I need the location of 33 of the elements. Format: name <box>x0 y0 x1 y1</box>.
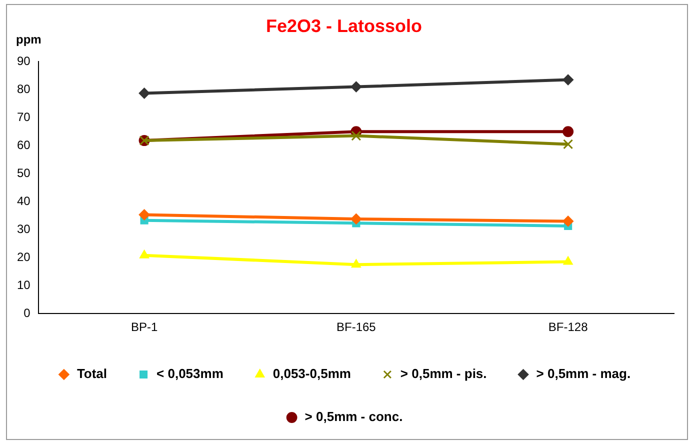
y-tick-label: 30 <box>16 222 31 236</box>
point <box>351 259 362 268</box>
point <box>139 250 150 258</box>
legend-label: > 0,5mm - pis. <box>400 366 487 382</box>
point <box>351 130 362 141</box>
y-tick-label: 10 <box>16 278 31 292</box>
y-tick-label: 0 <box>24 306 31 320</box>
y-tick-label: 20 <box>16 250 31 264</box>
legend-label: < 0,053mm <box>156 366 224 382</box>
y-tick-label: 70 <box>16 110 31 124</box>
y-tick-label: 90 <box>16 54 31 68</box>
y-axis-title: ppm <box>16 32 42 46</box>
legend-label: > 0,5mm - conc. <box>304 409 403 424</box>
y-tick-label: 50 <box>16 166 31 180</box>
x-tick-label: BF-128 <box>548 320 588 334</box>
point <box>563 139 574 150</box>
x-tick-label: BP-1 <box>130 320 158 334</box>
y-tick-label: 80 <box>16 82 31 96</box>
point <box>562 126 574 138</box>
x-tick-label: BF-165 <box>336 320 376 334</box>
legend-label: Total <box>76 366 108 382</box>
y-tick-label: 40 <box>16 194 31 208</box>
point <box>562 216 574 227</box>
point <box>562 74 574 86</box>
legend-label: 0,053-0,5mm <box>272 366 351 382</box>
point <box>563 256 573 265</box>
legend-label: > 0,5mm - mag. <box>536 366 631 382</box>
point <box>350 213 362 224</box>
chart-title: Fe2O3 - Latossolo <box>266 16 422 36</box>
point <box>138 88 150 99</box>
point <box>138 209 150 220</box>
point <box>350 81 362 92</box>
y-tick-label: 60 <box>16 138 31 152</box>
